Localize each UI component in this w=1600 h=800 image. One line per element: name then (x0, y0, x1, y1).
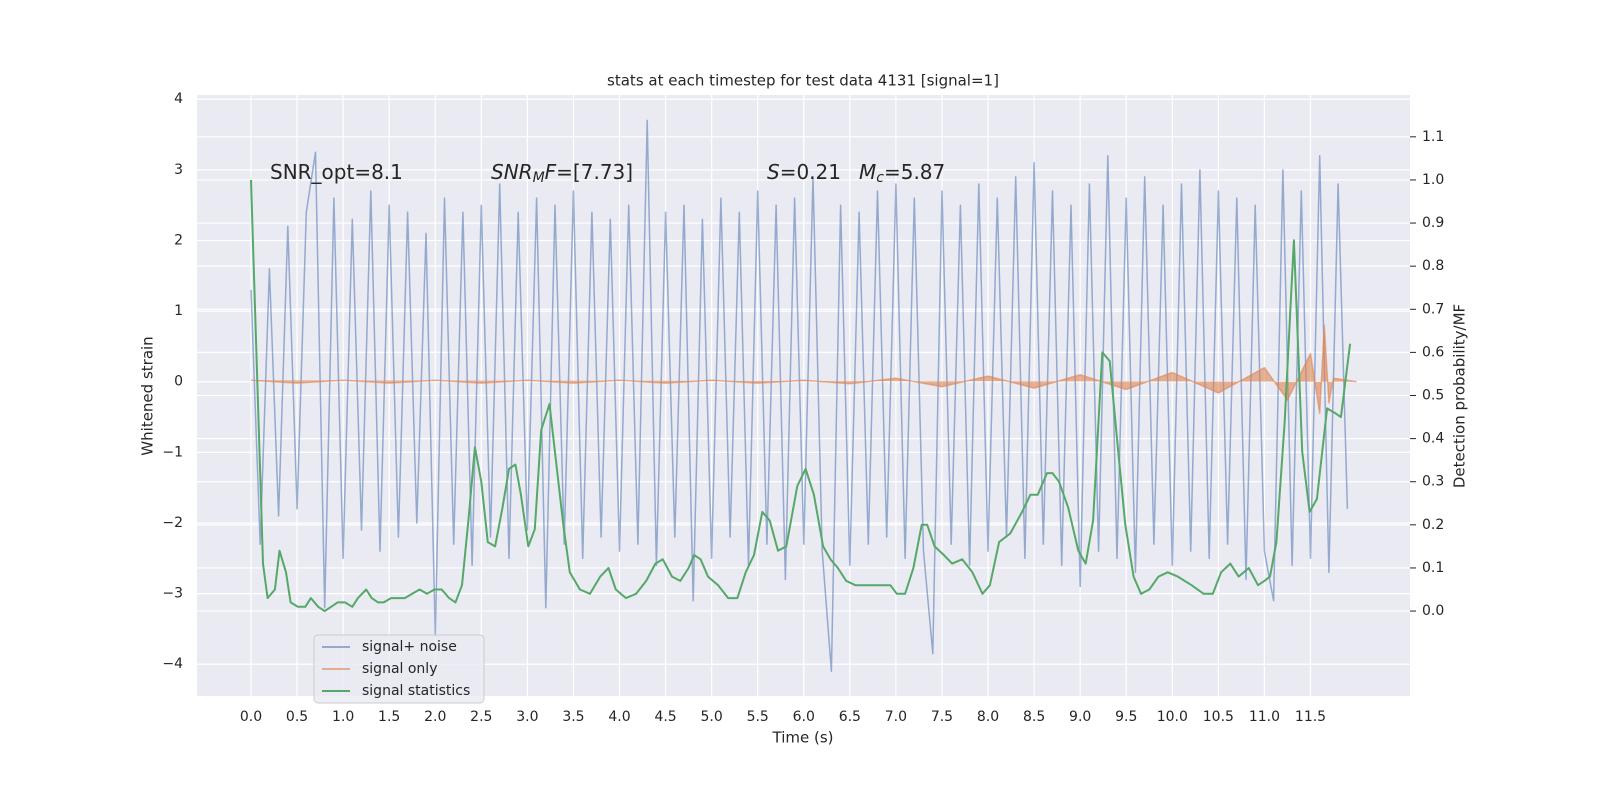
annotation-part: =5.87 (884, 160, 945, 184)
annotation: Mc=5.87 (859, 160, 945, 187)
annotation-part: M (859, 160, 876, 184)
x-tick-label: 2.5 (470, 709, 492, 725)
x-tick-label: 5.5 (747, 709, 769, 725)
x-tick-label: 10.0 (1157, 709, 1188, 725)
y-axis-label: Whitened strain (139, 336, 157, 455)
legend: signal+ noise signal only signal statistic… (313, 634, 485, 704)
y2-tick-label: 0.1 (1422, 560, 1444, 576)
series-line (250, 179, 1352, 613)
labels: stats at each timestep for test data 413… (139, 72, 1469, 747)
x-tick-label: 10.5 (1203, 709, 1234, 725)
annotation-part: =[7.73] (556, 160, 633, 184)
annotation-part: SNR_opt=8.1 (270, 160, 403, 184)
y2-tick-label: 0.9 (1422, 215, 1444, 231)
y2-axis-label: Detection probability/MF (1451, 304, 1469, 488)
series-line (250, 324, 1357, 415)
y-tick-label: −1 (162, 444, 183, 460)
y2-tick-label: 0.6 (1422, 344, 1444, 360)
y2-tick-label: 1.0 (1422, 172, 1444, 188)
annotation: S=0.21 (767, 160, 841, 184)
legend-label: signal+ noise (362, 639, 457, 655)
x-tick-label: 4.5 (654, 709, 676, 725)
x-tick-label: 2.0 (424, 709, 446, 725)
y-tick-label: −3 (162, 586, 183, 602)
x-tick-label: 8.5 (1023, 709, 1045, 725)
annotation-part: M (533, 170, 545, 186)
x-tick-label: 6.5 (839, 709, 861, 725)
y-tick-label: 0 (174, 374, 183, 390)
x-tick-label: 0.0 (240, 709, 262, 725)
y-tick-label: 4 (174, 91, 183, 107)
x-tick-label: 1.5 (378, 709, 400, 725)
annotation-part: =0.21 (780, 160, 841, 184)
x-tick-label: 3.0 (516, 709, 538, 725)
x-tick-label: 7.5 (931, 709, 953, 725)
x-tick-label: 0.5 (286, 709, 308, 725)
annotation-part: F (545, 160, 557, 184)
y-tick-label: 3 (174, 162, 183, 178)
x-tick-label: 9.5 (1115, 709, 1137, 725)
y-tick-label: 1 (174, 303, 183, 319)
y2-tick-label: 0.0 (1422, 603, 1444, 619)
annotation: SNRMF=[7.73] (491, 160, 633, 187)
annotation-part: SNR (491, 160, 533, 184)
marks (250, 119, 1357, 673)
y-tick-label: −4 (162, 656, 183, 672)
x-tick-label: 1.0 (332, 709, 354, 725)
y2-tick-label: 0.8 (1422, 258, 1444, 274)
annotation: SNR_opt=8.1 (270, 160, 403, 184)
x-tick-label: 5.0 (701, 709, 723, 725)
y2-tick-label: 1.1 (1422, 129, 1444, 145)
y2-tick-label: 0.4 (1422, 431, 1444, 447)
annotation-part: c (876, 170, 884, 186)
x-tick-label: 8.0 (977, 709, 999, 725)
y-tick-label: 2 (174, 232, 183, 248)
y-tick-label: −2 (162, 515, 183, 531)
annotation-part: S (767, 160, 780, 184)
x-tick-label: 7.0 (885, 709, 907, 725)
x-tick-label: 11.0 (1249, 709, 1280, 725)
chart-title: stats at each timestep for test data 413… (607, 72, 999, 90)
series-line (250, 119, 1349, 673)
y2-tick-label: 0.2 (1422, 517, 1444, 533)
y2-tick-label: 0.5 (1422, 388, 1444, 404)
x-tick-label: 4.0 (608, 709, 630, 725)
legend-box (313, 634, 485, 704)
x-tick-label: 3.5 (562, 709, 584, 725)
y2-tick-label: 0.7 (1422, 301, 1444, 317)
y2-tick-label: 0.3 (1422, 474, 1444, 490)
x-tick-label: 6.0 (793, 709, 815, 725)
x-axis-label: Time (s) (772, 729, 834, 747)
legend-label: signal statistics (362, 683, 470, 699)
legend-label: signal only (362, 661, 437, 677)
x-tick-label: 11.5 (1295, 709, 1326, 725)
x-tick-label: 9.0 (1069, 709, 1091, 725)
